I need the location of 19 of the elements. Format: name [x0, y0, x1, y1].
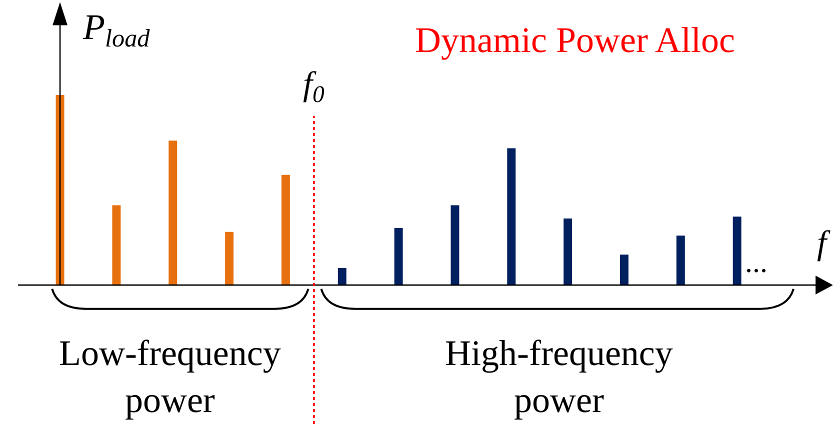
bar — [620, 254, 628, 286]
text: Low-frequency power — [59, 333, 281, 420]
x-axis-title: f — [817, 225, 831, 262]
bar — [676, 236, 685, 286]
bar — [225, 232, 234, 286]
bar — [338, 268, 346, 286]
y-axis-title: P$_{load}$ — [82, 7, 150, 53]
annotation: f$_{0}$ — [303, 66, 324, 108]
bar — [112, 205, 121, 286]
text: High-frequency power — [445, 333, 673, 420]
bar — [168, 140, 178, 286]
bar — [564, 218, 572, 286]
bar — [732, 216, 742, 286]
annotation: ... — [745, 246, 768, 279]
text: Dynamic Power Alloc — [415, 20, 735, 60]
bar — [450, 205, 460, 286]
bar — [281, 174, 290, 286]
bar — [507, 148, 516, 286]
bar — [394, 228, 403, 286]
